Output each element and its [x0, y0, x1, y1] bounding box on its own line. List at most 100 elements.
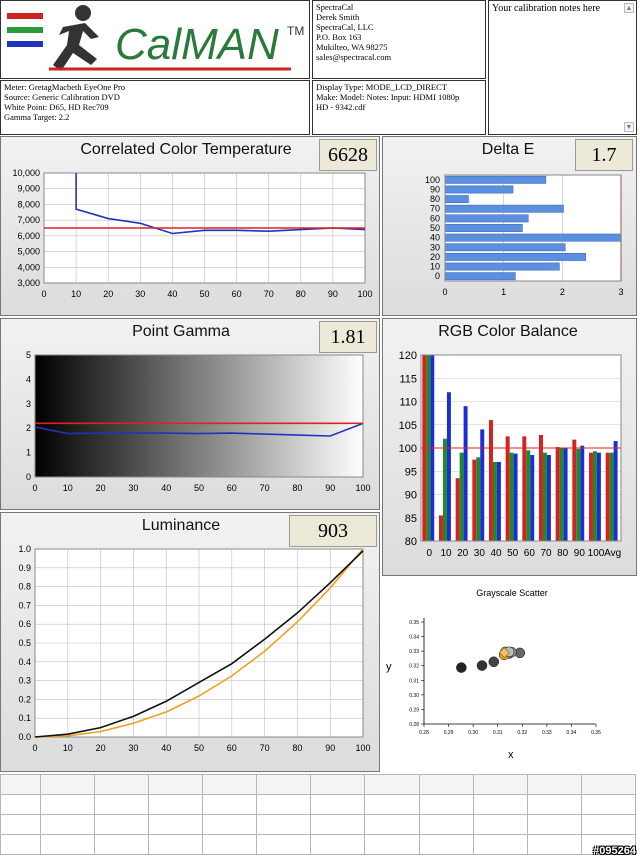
x-tick-label: 0.31 [493, 730, 503, 736]
y-tick-label: 0.9 [18, 563, 31, 573]
calibration-notes-field[interactable]: Your calibration notes here ▲ ▼ [488, 0, 637, 135]
series-line-0 [34, 422, 364, 437]
delta-e-bar [444, 204, 564, 213]
x-tick-label: 0.29 [444, 730, 454, 736]
rgb-bar-blue [496, 461, 501, 541]
meter-info-box: Meter: GretagMacbeth EyeOne Pro Source: … [0, 80, 310, 135]
y-tick-label: 0.30 [409, 693, 419, 699]
rgb-bar-blue [480, 429, 485, 541]
x-tick-label: 30 [128, 743, 138, 753]
x-tick-label: 10 [71, 289, 81, 299]
y-tick-label: 0.1 [18, 713, 31, 723]
table-header-cell [526, 774, 582, 795]
table-cell [418, 834, 474, 855]
x-tick-label: 10 [63, 743, 73, 753]
rgb-title: RGB Color Balance [438, 323, 578, 340]
rgb-bar-green [476, 457, 481, 541]
display-info-box: Display Type: MODE_LCD_DIRECT Make: Mode… [312, 80, 486, 135]
x-tick-label: 40 [167, 289, 177, 299]
cct-panel: Correlated Color Temperature 6628 3,000 4… [0, 136, 380, 316]
y-tick-label: 90 [430, 184, 440, 194]
table-cell [39, 794, 96, 815]
white-point-line: White Point: D65, HD Rec709 [4, 102, 109, 112]
table-header-cell [580, 774, 637, 795]
y-tick-label: 5 [26, 350, 31, 360]
y-tick-label: 20 [430, 252, 440, 262]
table-cell [580, 834, 637, 855]
profile-line: HD - 9342.cdf [316, 102, 366, 112]
y-tick-label: 10,000 [12, 168, 40, 178]
contact-line: Derek Smith [316, 12, 360, 22]
y-tick-label: 0.6 [18, 619, 31, 629]
x-tick-label: 50 [194, 743, 204, 753]
y-tick-label: 110 [399, 397, 417, 409]
y-tick-label: 40 [430, 233, 440, 243]
y-tick-label: 0.3 [18, 676, 31, 686]
y-tick-label: 95 [405, 466, 417, 478]
table-cell [310, 814, 366, 835]
luminance-title: Luminance [141, 517, 221, 534]
cct-chart: 3,000 4,000 5,000 6,000 7,000 8,000 9,000 10,00… [12, 168, 372, 299]
notes-placeholder: Your calibration notes here [492, 3, 601, 14]
contact-line: sales@spectracal.com [316, 52, 392, 62]
scroll-down-icon[interactable]: ▼ [624, 122, 634, 132]
meter-line: Meter: GretagMacbeth EyeOne Pro [4, 82, 126, 92]
table-cell [0, 794, 41, 815]
gamma-target-line: Gamma Target: 2.2 [4, 112, 70, 122]
y-tick-label: 4 [26, 374, 31, 384]
table-cell [202, 794, 258, 815]
rgb-bar-red [589, 452, 593, 541]
table-header-cell [94, 774, 150, 795]
rgb-bar-green [442, 438, 447, 541]
x-tick-label: 100 [588, 548, 605, 559]
scatter-chart: 0.28 0.29 0.30 0.31 0.32 0.33 0.34 0.35 0.28 0.29… [386, 618, 601, 761]
table-cell [310, 834, 366, 855]
x-axis-label: x [508, 749, 514, 761]
x-tick-label: 70 [540, 548, 552, 559]
y-tick-label: 0.29 [409, 707, 419, 713]
rgb-bar-blue [463, 406, 468, 541]
x-tick-label: 20 [103, 289, 113, 299]
scatter-title: Grayscale Scatter [476, 588, 548, 598]
x-tick-label: 100 [355, 743, 370, 753]
delta-e-bar [444, 262, 560, 271]
delta-e-bar [444, 224, 523, 232]
table-cell [94, 814, 150, 835]
delta-e-bar [444, 195, 469, 204]
contact-line: SpectraCal [316, 2, 354, 12]
table-cell [148, 814, 204, 835]
x-tick-label: 70 [260, 483, 270, 493]
table-row [0, 794, 637, 815]
y-tick-label: 100 [425, 175, 440, 185]
rgb-bar-green [542, 452, 547, 541]
y-tick-label: 0 [435, 271, 440, 281]
rgb-bar-red [455, 478, 460, 541]
x-tick-label: 10 [440, 548, 452, 559]
delta-e-panel: Delta E 1.7 0 1 2 3 0 10 20 30 40 50 60 70 80 90 100 [382, 136, 637, 316]
x-tick-label: 90 [328, 289, 338, 299]
table-cell [256, 834, 312, 855]
rgb-bar-green [592, 451, 597, 541]
rgb-bar-red [439, 515, 443, 541]
rgb-bar-red [522, 436, 527, 541]
y-tick-label: 0.32 [409, 664, 419, 670]
x-tick-label: 40 [161, 743, 171, 753]
gamma-value: 1.81 [319, 321, 377, 353]
x-tick-label: 3 [618, 287, 623, 297]
table-cell [310, 794, 366, 815]
x-tick-label: 80 [292, 483, 302, 493]
x-tick-label: 20 [96, 743, 106, 753]
y-tick-label: 0.2 [18, 694, 31, 704]
table-header-cell [148, 774, 204, 795]
y-tick-label: 105 [399, 420, 417, 432]
x-tick-label: 0 [32, 743, 37, 753]
luminance-panel: Luminance 903 0.0 0.1 0.2 0.3 0.4 0.5 0.6 0.7 0.… [0, 512, 380, 772]
x-tick-label: 70 [264, 289, 274, 299]
scroll-up-icon[interactable]: ▲ [624, 3, 634, 13]
delta-e-bar [444, 185, 514, 194]
y-tick-label: 4,000 [17, 262, 40, 272]
y-tick-label: 7,000 [17, 215, 40, 225]
table-cell [364, 834, 420, 855]
rgb-bar-blue [580, 445, 585, 541]
